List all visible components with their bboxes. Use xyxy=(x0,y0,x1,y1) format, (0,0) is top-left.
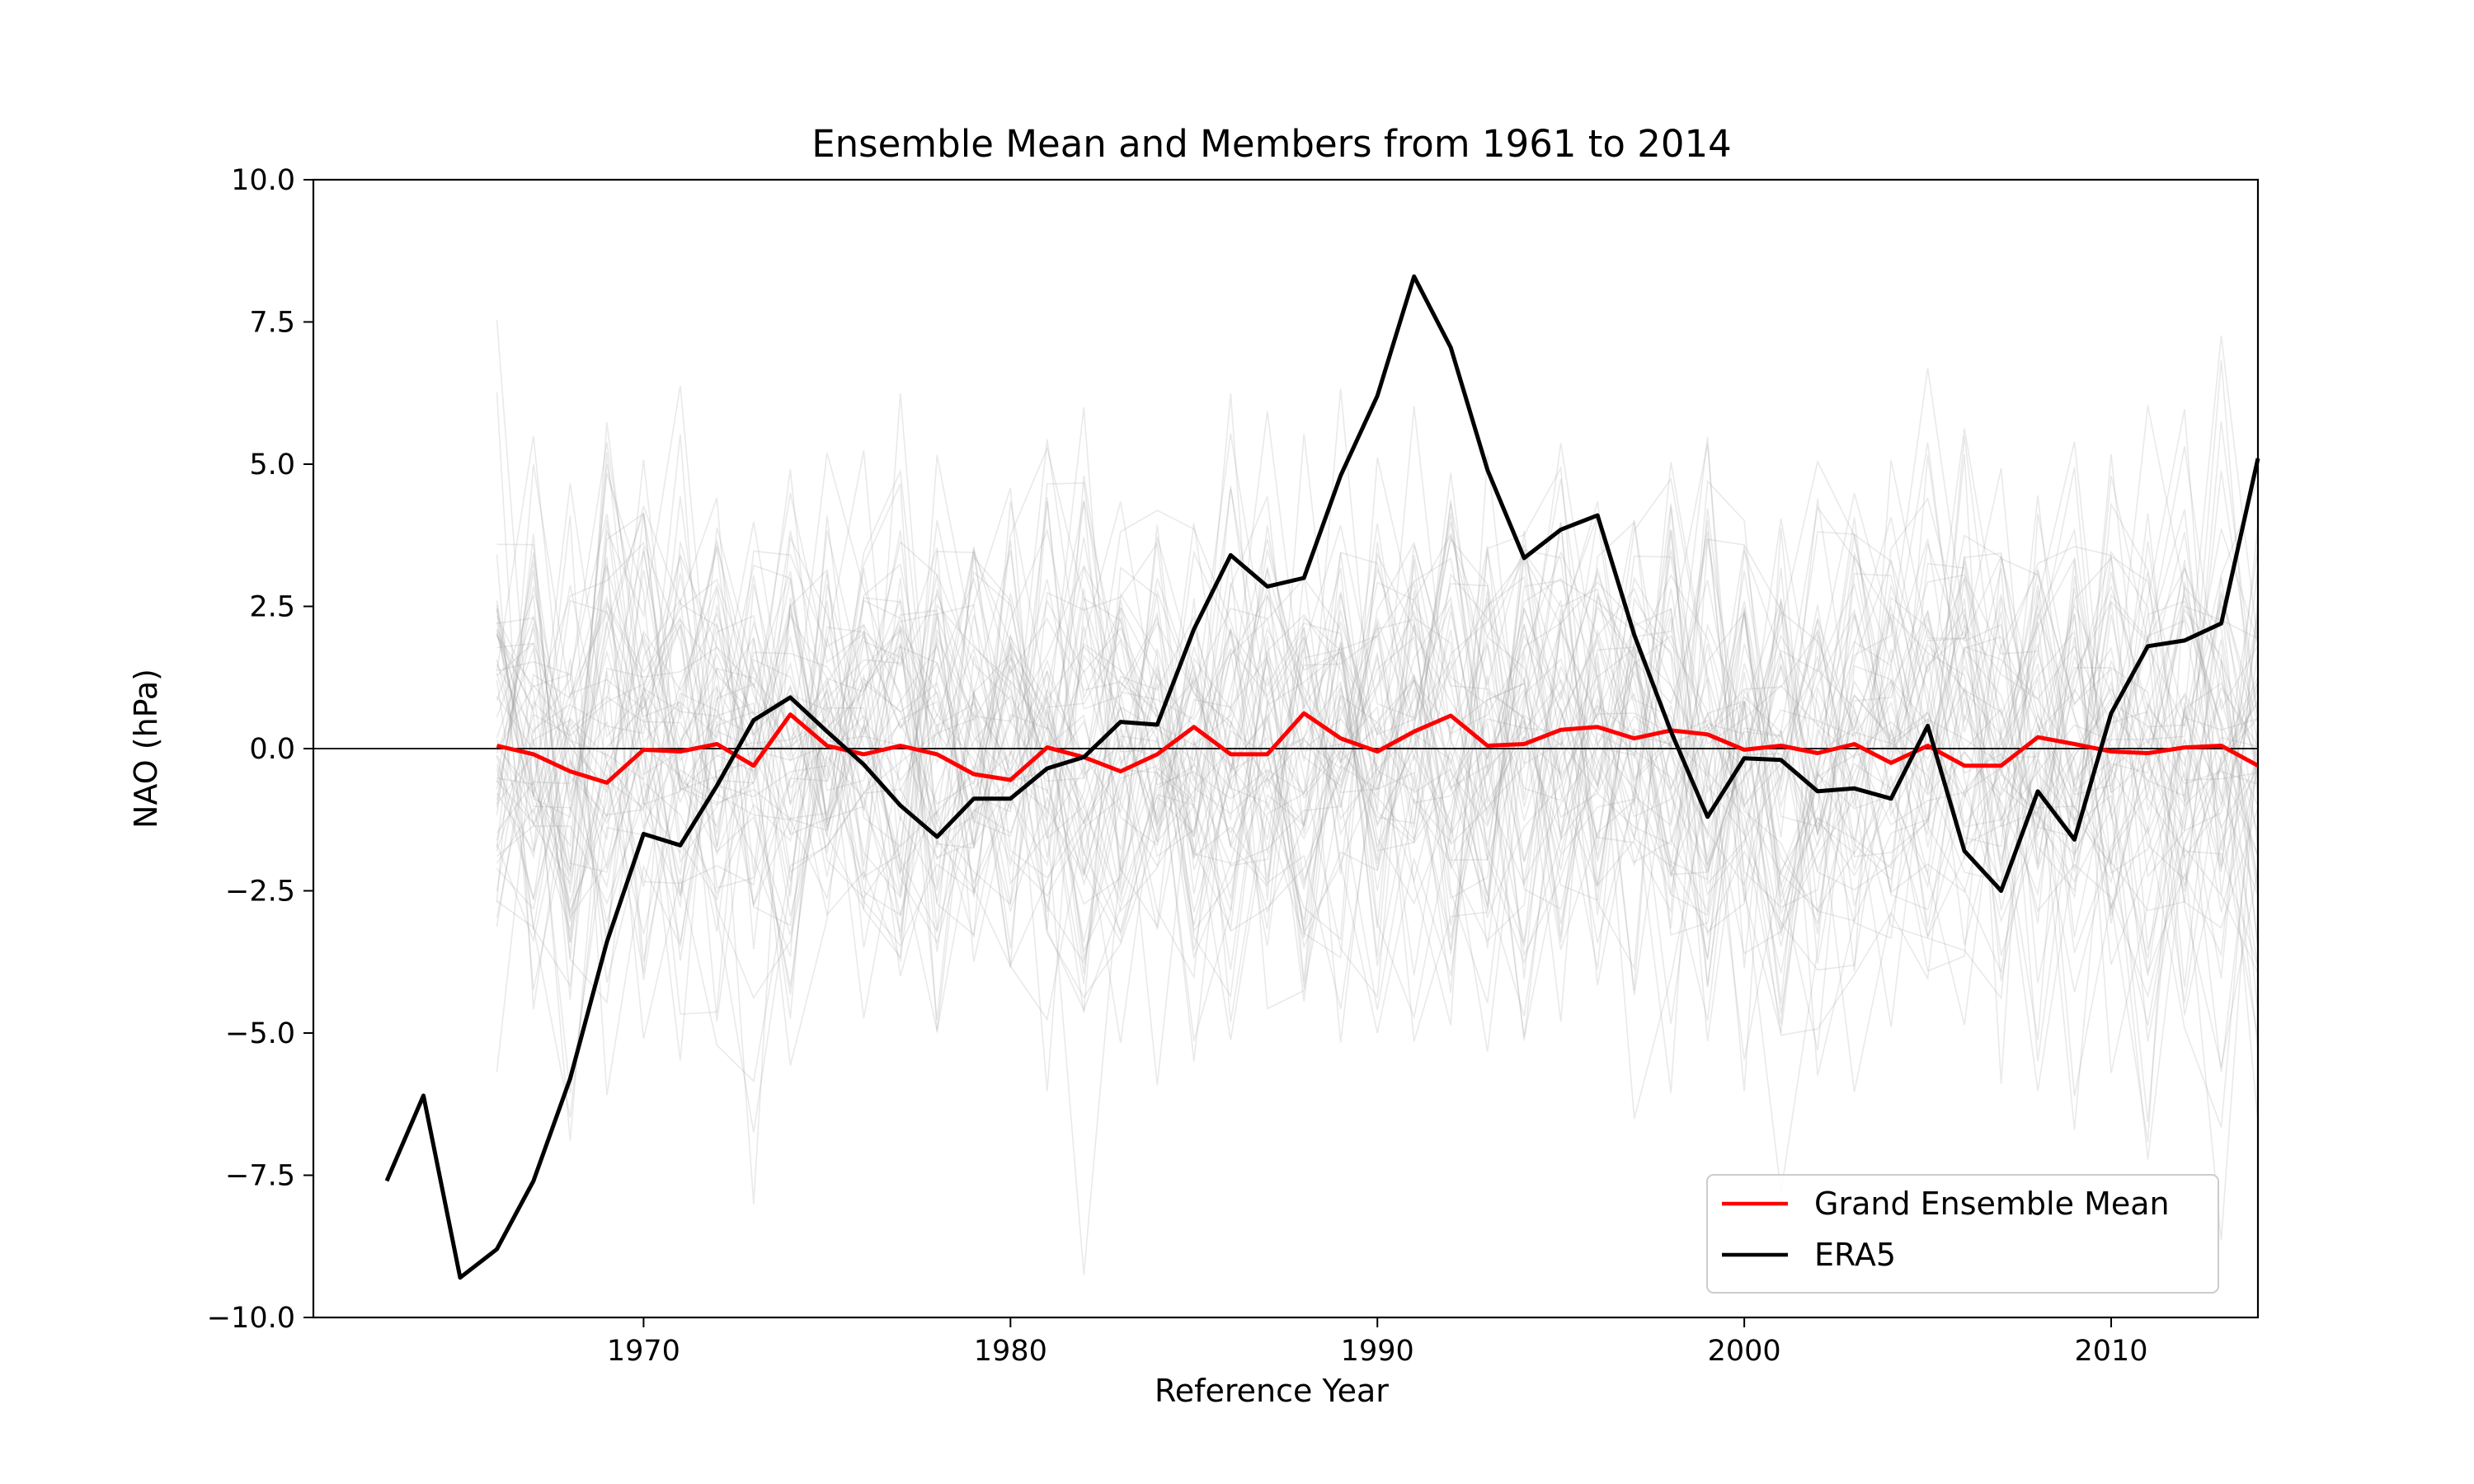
x-tick-label: 1970 xyxy=(607,1335,680,1368)
ensemble-member-line xyxy=(496,498,2259,1043)
ensemble-member-line xyxy=(496,444,2259,1193)
x-tick-label: 1990 xyxy=(1341,1335,1414,1368)
y-tick-label: 5.0 xyxy=(249,448,295,481)
ensemble-member-line xyxy=(496,436,2259,1021)
ensemble-member-line xyxy=(496,463,2259,1049)
ensemble-member-line xyxy=(496,459,2259,1093)
ensemble-member-line xyxy=(496,457,2259,1003)
y-tick-label: −10.0 xyxy=(207,1302,295,1335)
ensemble-member-line xyxy=(496,469,2259,1122)
ensemble-member-line xyxy=(496,433,2259,1122)
ensemble-member-line xyxy=(496,411,2259,926)
x-axis-ticks: 1970 1980 1990 2000 2010 xyxy=(607,1317,2148,1368)
ensemble-member-line xyxy=(496,472,2259,961)
ensemble-member-line xyxy=(496,454,2259,1012)
ensemble-member-line xyxy=(496,588,2259,1024)
ensemble-member-line xyxy=(496,388,2259,1060)
ensemble-member-line xyxy=(496,548,2259,1160)
ensemble-member-line xyxy=(496,392,2259,1016)
ensemble-member-line xyxy=(496,525,2259,1034)
ensemble-member-line xyxy=(496,459,2259,979)
ensemble-member-line xyxy=(496,434,2259,1133)
ensemble-member-line xyxy=(496,439,2259,1000)
x-tick-label: 2000 xyxy=(1708,1335,1781,1368)
ensemble-members-layer xyxy=(496,320,2259,1275)
ensemble-member-line xyxy=(496,467,2259,1092)
ensemble-member-line xyxy=(496,449,2259,960)
ensemble-member-line xyxy=(496,368,2259,1094)
ensemble-member-line xyxy=(496,492,2259,1010)
ensemble-member-line xyxy=(496,442,2259,906)
ensemble-member-line xyxy=(496,483,2259,1013)
ensemble-member-line xyxy=(496,503,2259,1130)
ensemble-member-line xyxy=(496,495,2259,1040)
ensemble-member-line xyxy=(496,566,2259,1092)
legend-label-era5: ERA5 xyxy=(1814,1237,1896,1273)
x-tick-label: 1980 xyxy=(974,1335,1047,1368)
y-tick-label: 10.0 xyxy=(231,164,295,197)
series-line-grand-ensemble-mean xyxy=(496,711,2260,785)
ensemble-member-line xyxy=(496,393,2259,962)
legend-label-mean: Grand Ensemble Mean xyxy=(1814,1186,2170,1222)
series-line-era5 xyxy=(384,274,2260,1280)
y-tick-label: −7.5 xyxy=(225,1160,295,1193)
y-axis-ticks: −10.0 −7.5 −5.0 −2.5 0.0 2.5 5.0 7.5 10.0 xyxy=(207,164,313,1335)
ensemble-member-line xyxy=(496,530,2259,1061)
ensemble-member-line xyxy=(496,443,2259,1084)
ensemble-member-line xyxy=(496,520,2259,973)
x-tick-label: 2010 xyxy=(2074,1335,2147,1368)
ensemble-member-line xyxy=(496,475,2259,1241)
ensemble-member-line xyxy=(496,385,2259,1128)
ensemble-member-line xyxy=(496,442,2259,896)
ensemble-member-line xyxy=(496,335,2259,1275)
ensemble-member-line xyxy=(496,550,2259,970)
y-tick-label: 7.5 xyxy=(249,307,295,340)
ensemble-member-line xyxy=(496,446,2259,1205)
ensemble-member-line xyxy=(496,393,2259,1076)
ensemble-member-line xyxy=(496,320,2259,967)
ensemble-member-line xyxy=(496,454,2259,1092)
y-tick-label: 0.0 xyxy=(249,733,295,766)
y-tick-label: −5.0 xyxy=(225,1017,295,1050)
ensemble-member-line xyxy=(496,436,2259,1073)
legend-box xyxy=(1706,1174,2219,1294)
ensemble-member-line xyxy=(496,407,2259,1036)
ensemble-member-line xyxy=(496,528,2259,1025)
y-axis-label: NAO (hPa) xyxy=(128,669,164,829)
x-axis-label: Reference Year xyxy=(1155,1373,1389,1409)
ensemble-member-line xyxy=(496,527,2259,1143)
ensemble-member-line xyxy=(496,468,2259,976)
y-tick-label: −2.5 xyxy=(225,876,295,909)
ensemble-member-line xyxy=(496,522,2259,1042)
ensemble-member-line xyxy=(496,501,2259,1022)
ensemble-member-line xyxy=(496,467,2259,1033)
ensemble-member-line xyxy=(496,497,2259,1041)
ensemble-member-line xyxy=(496,452,2259,1068)
ensemble-member-line xyxy=(496,500,2259,988)
ensemble-member-line xyxy=(496,428,2259,1096)
ensemble-member-line xyxy=(496,406,2259,1041)
chart-title: Ensemble Mean and Members from 1961 to 2… xyxy=(811,122,1732,166)
series-layer xyxy=(384,274,2260,1280)
y-tick-label: 2.5 xyxy=(249,591,295,624)
legend: Grand Ensemble Mean ERA5 xyxy=(1706,1174,2219,1294)
ensemble-member-line xyxy=(496,463,2259,1092)
